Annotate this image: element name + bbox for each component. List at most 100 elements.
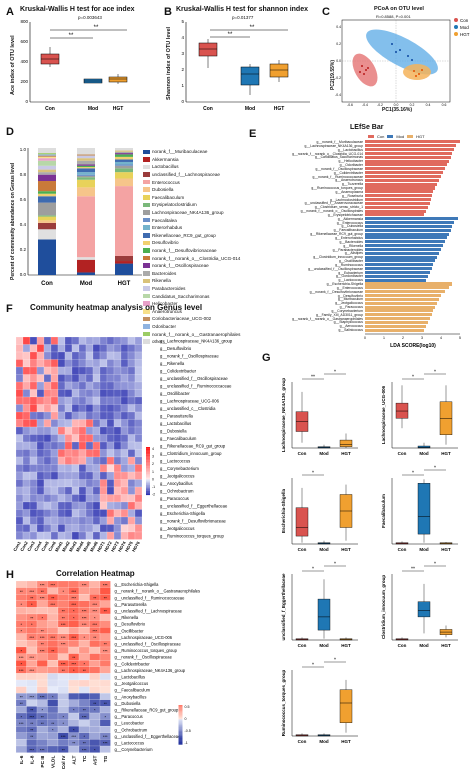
lefse-bar: [365, 278, 426, 282]
heat-cell: [92, 434, 101, 443]
lefse-label: g__Aerococcus: [339, 324, 363, 329]
corr-scale-step: [178, 725, 183, 728]
heat-cell: [127, 396, 136, 405]
heat-cell: [134, 479, 143, 488]
heat-cell: [64, 389, 73, 398]
scale-step: [146, 481, 150, 484]
scale-step: [146, 468, 150, 470]
legend-item: Lactobacillus: [143, 163, 235, 171]
corr-cell: [99, 719, 111, 727]
corr-cell: [68, 627, 80, 634]
heat-cell: [36, 441, 45, 450]
scale-step: [146, 491, 150, 493]
heat-cell: [78, 359, 87, 368]
heat-cell: [92, 396, 101, 405]
heat-cell: [85, 389, 94, 398]
legend-item: unclassified_f__Lachnospiraceae: [143, 171, 235, 179]
svg-text:LDA SCORE(log10): LDA SCORE(log10): [390, 343, 436, 349]
heat-cell: [99, 434, 108, 443]
heat-cell: [29, 351, 38, 360]
heat-cell: [113, 449, 122, 458]
corr-cell: [99, 613, 111, 621]
panel-h-correlation-heatmap: *** *** *** *** g__Escherichia-Shigella** ***…: [15, 580, 200, 769]
scale-step: [146, 487, 150, 490]
lefse-bar: [365, 305, 436, 309]
heat-cell: [64, 479, 73, 488]
scale-label: 3: [152, 455, 154, 459]
a-ytick: 400: [20, 59, 28, 64]
heat-cell: [106, 494, 115, 503]
legend-item: Faecalibaculum: [143, 194, 235, 202]
corr-cell: [36, 726, 48, 733]
corr-cell: [57, 594, 69, 601]
heat-cell: [85, 464, 94, 473]
legend-swatch: [143, 271, 150, 276]
heat-cell: [106, 426, 115, 435]
heat-col-label: Con4: [33, 540, 43, 552]
heat-cell: [113, 366, 122, 375]
heat-cell: [43, 516, 52, 525]
heat-cell: [43, 419, 52, 428]
corr-col-label: TC: [82, 755, 88, 762]
lefse-bar: [365, 286, 449, 290]
heat-cell: [50, 471, 59, 480]
corr-star: ***: [82, 615, 87, 620]
heat-cell: [57, 396, 66, 405]
heat-cell: [22, 359, 31, 368]
heat-cell: [57, 411, 66, 420]
corr-cell: [47, 712, 59, 720]
stack-segment: [38, 174, 56, 182]
g-xtick: HGT: [341, 451, 351, 456]
heat-cell: [57, 509, 66, 518]
legend-label: Anaerotruncus: [152, 308, 182, 314]
heat-cell: [78, 389, 87, 398]
heat-cell: [50, 531, 59, 540]
heat-cell: [134, 471, 143, 480]
heat-cell: [120, 494, 129, 503]
heat-cell: [120, 419, 129, 428]
heat-row-label: g__unclassified_f__Oscillospiraceae: [160, 376, 228, 381]
corr-row-label: g__Anoxybacillus: [115, 694, 147, 699]
heat-cell: [36, 374, 45, 383]
heat-cell: [78, 509, 87, 518]
heat-cell: [29, 471, 38, 480]
heat-cell: [127, 374, 136, 383]
corr-cell: [15, 732, 27, 740]
svg-text:-0.4: -0.4: [335, 93, 341, 97]
g-sig: *: [312, 471, 314, 477]
heat-cell: [50, 344, 59, 353]
corr-star: *: [104, 714, 106, 719]
svg-text:HGT: HGT: [460, 32, 470, 37]
corr-star: ***: [29, 714, 34, 719]
heat-row-label: g__Lactobacillus: [160, 421, 191, 426]
heat-row-label: g__Ruminococcus_torques_group: [160, 534, 224, 539]
heat-cell: [106, 351, 115, 360]
heat-cell: [113, 344, 122, 353]
heat-cell: [85, 434, 94, 443]
heat-cell: [29, 509, 38, 518]
heat-cell: [57, 404, 66, 413]
g-ylabel: Faecalibaculum: [381, 494, 386, 528]
heat-cell: [64, 374, 73, 383]
heat-cell: [29, 366, 38, 375]
lefse-bar: [365, 144, 457, 148]
stack-segment: [77, 168, 95, 173]
corr-cell: [15, 673, 27, 681]
corr-row-label: g__Paracoccus: [115, 714, 143, 719]
lefse-bar: [365, 140, 460, 144]
heat-cell: [36, 434, 45, 443]
corr-cell: [47, 745, 59, 753]
corr-cell: [47, 640, 59, 648]
lefse-label: g__Lachnospiraceae_NK4A136_group: [304, 143, 363, 148]
lefse-label: g__norank_f__Muribaculaceae: [316, 140, 363, 144]
corr-cell: [15, 633, 27, 641]
heat-cell: [85, 456, 94, 465]
corr-cell: [68, 693, 80, 700]
heat-cell: [71, 419, 80, 428]
legend-swatch: [143, 301, 150, 306]
heat-col-label: HGT4: [117, 540, 127, 553]
heat-cell: [43, 501, 52, 510]
heat-cell: [57, 366, 66, 375]
heat-cell: [120, 374, 129, 383]
heat-cell: [113, 501, 122, 510]
